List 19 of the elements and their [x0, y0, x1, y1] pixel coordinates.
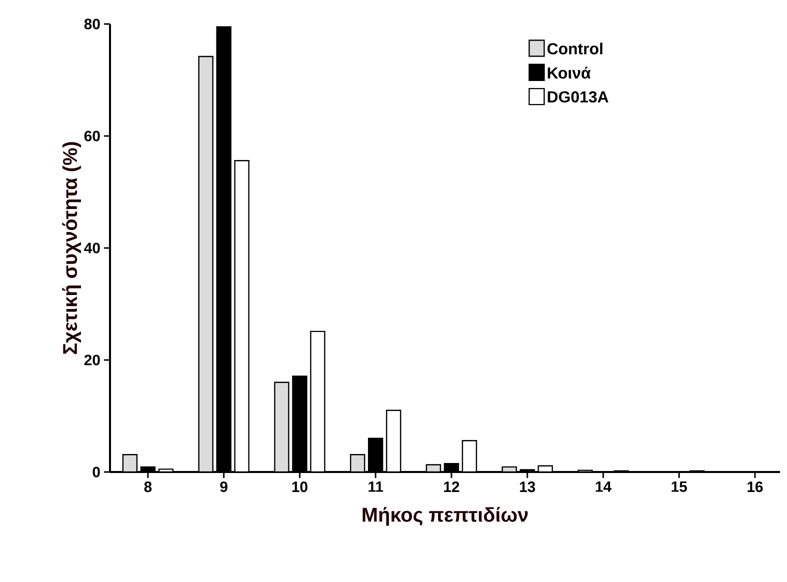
y-tick-label: 20: [84, 354, 100, 366]
x-tick-label: 16: [748, 482, 763, 492]
legend-label: DG013A: [548, 91, 608, 103]
x-tick-label: 15: [672, 482, 687, 492]
legend-label: Control: [547, 42, 602, 54]
y-tick-label: 0: [92, 466, 100, 478]
x-tick-label: 12: [444, 482, 460, 492]
x-axis-title: Μήκος πεπτιδίων: [362, 506, 528, 526]
x-tick-label: 11: [368, 482, 384, 492]
x-tick-label: 9: [220, 482, 228, 492]
y-tick-label: 80: [84, 18, 100, 30]
legend-label: Κοινά: [548, 66, 591, 79]
x-tick-label: 10: [292, 482, 308, 492]
y-axis-title: Σχετική συχνότητα (%): [62, 142, 82, 354]
y-tick-label: 60: [84, 130, 100, 142]
x-tick-label: 8: [144, 482, 152, 492]
x-tick-label: 14: [596, 482, 612, 492]
x-tick-label: 13: [520, 482, 536, 492]
y-tick-label: 40: [84, 242, 100, 254]
